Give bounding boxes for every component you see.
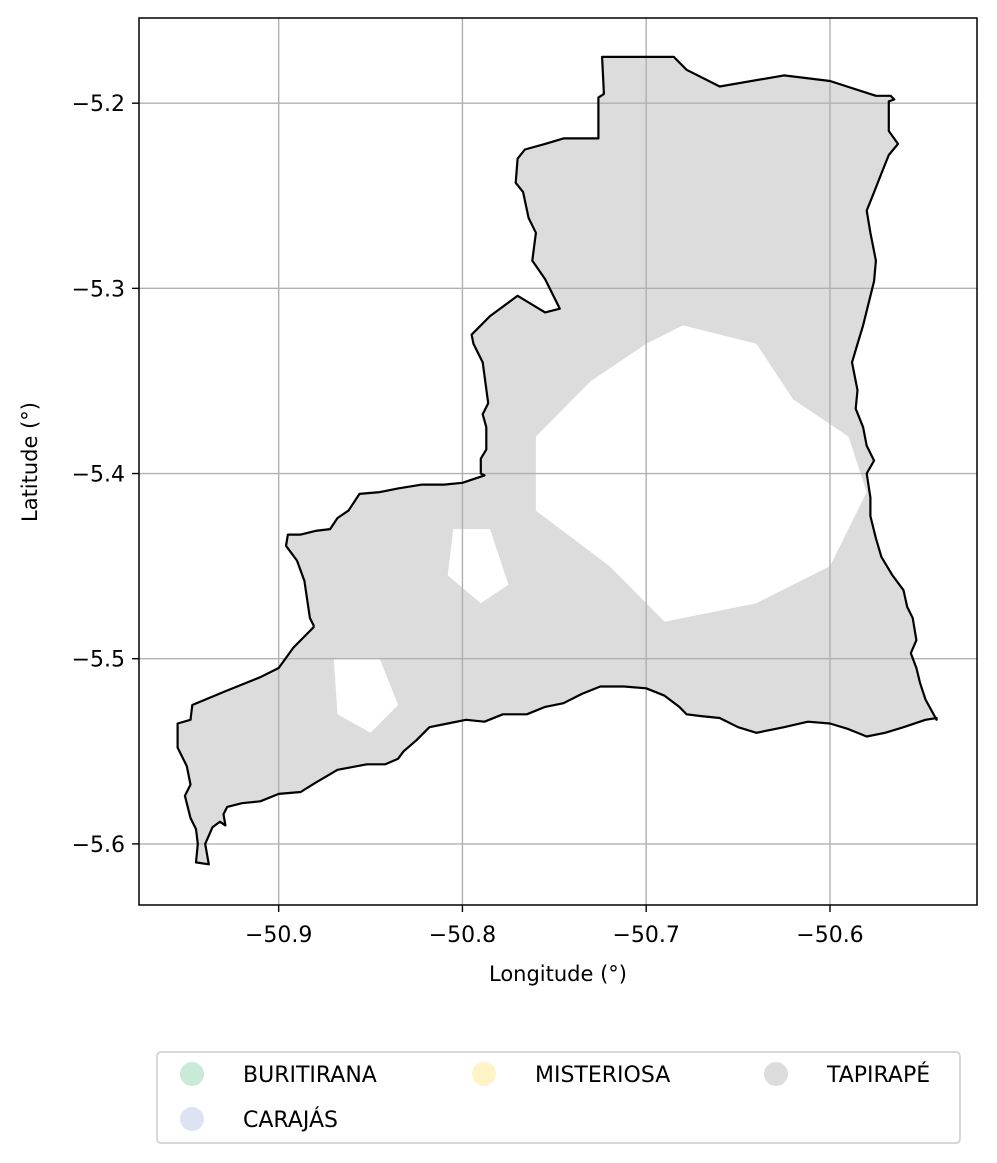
x-axis-label: Longitude (°) (489, 962, 627, 986)
x-axis: −50.9 −50.8 −50.7 −50.6 (245, 905, 864, 948)
y-axis-label: Latitude (°) (18, 402, 42, 522)
y-tick-label: −5.6 (72, 833, 125, 858)
x-tick-label: −50.7 (612, 923, 679, 948)
y-axis: −5.2 −5.3 −5.4 −5.5 −5.6 (72, 92, 139, 858)
x-tick-label: −50.6 (796, 923, 863, 948)
legend-item: CARAJÁS (180, 1107, 338, 1133)
legend-label: CARAJÁS (243, 1107, 338, 1133)
legend-marker (180, 1062, 204, 1086)
municipality-boundary (176, 55, 938, 866)
plot-frame (138, 17, 978, 906)
legend: BURITIRANA MISTERIOSA TAPIRAPÉ CARAJÁS (156, 1051, 961, 1144)
legend-frame (156, 1051, 961, 1144)
legend-item: MISTERIOSA (472, 1062, 670, 1088)
legend-marker (180, 1107, 204, 1131)
gridlines (139, 18, 977, 905)
legend-entries: BURITIRANA MISTERIOSA TAPIRAPÉ CARAJÁS (180, 1062, 930, 1133)
legend-marker (764, 1062, 788, 1086)
y-tick-label: −5.2 (72, 92, 125, 117)
x-tick-label: −50.8 (429, 923, 496, 948)
y-tick-label: −5.5 (72, 648, 125, 673)
legend-item: BURITIRANA (180, 1062, 377, 1088)
legend-marker (472, 1062, 496, 1086)
legend-label: MISTERIOSA (535, 1063, 670, 1088)
y-tick-label: −5.4 (72, 463, 125, 488)
x-tick-label: −50.9 (245, 923, 312, 948)
legend-item: TAPIRAPÉ (764, 1062, 930, 1088)
map-area (138, 17, 978, 906)
legend-label: BURITIRANA (243, 1063, 377, 1088)
legend-label: TAPIRAPÉ (826, 1062, 930, 1088)
y-tick-label: −5.3 (72, 277, 125, 302)
clearing-area (333, 658, 399, 733)
